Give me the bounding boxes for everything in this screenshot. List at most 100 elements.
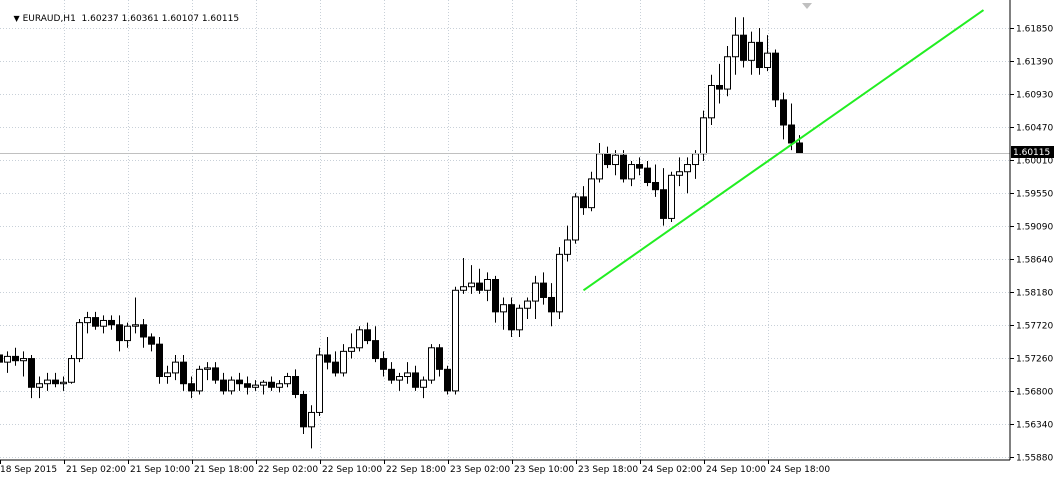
candle-body xyxy=(276,383,283,388)
candle xyxy=(628,160,635,187)
candle-body xyxy=(516,307,523,331)
candle-body xyxy=(412,372,419,388)
candle-body xyxy=(84,317,91,324)
x-tick-label: 23 Sep 10:00 xyxy=(514,465,574,475)
candle-body xyxy=(196,368,203,392)
candle xyxy=(348,333,355,359)
candle xyxy=(676,157,683,187)
candle xyxy=(580,186,587,215)
y-tick-label: 1.56800 xyxy=(1016,388,1053,398)
candle xyxy=(444,365,451,395)
candle xyxy=(12,347,19,366)
candle-body xyxy=(300,393,307,428)
candle xyxy=(108,315,115,330)
candle xyxy=(772,49,779,108)
candle-body xyxy=(148,336,155,345)
candle xyxy=(124,322,131,348)
candle-body xyxy=(700,117,707,155)
candle xyxy=(220,372,227,395)
candle xyxy=(532,275,539,320)
candle xyxy=(572,193,579,244)
candle xyxy=(44,372,51,391)
candle-body xyxy=(372,340,379,360)
candle-body xyxy=(364,329,371,342)
candle xyxy=(484,272,491,302)
candle-body xyxy=(508,304,515,331)
y-tick-label: 1.56340 xyxy=(1016,421,1053,431)
candle-body xyxy=(164,372,171,378)
candle-body xyxy=(36,383,43,388)
candle xyxy=(60,376,67,391)
y-tick-label: 1.61850 xyxy=(1016,25,1053,35)
candle-body xyxy=(172,361,179,374)
candle xyxy=(260,380,267,395)
candle-body xyxy=(468,282,475,288)
chart-header: ▼ EURAUD,H1 1.60237 1.60361 1.60107 1.601… xyxy=(2,4,239,34)
candle xyxy=(156,336,163,384)
candle xyxy=(52,372,59,388)
candle-body xyxy=(332,361,339,374)
candle xyxy=(356,326,363,352)
candle-body xyxy=(676,171,683,176)
candle xyxy=(404,362,411,384)
candle-body xyxy=(764,52,771,69)
candle-body xyxy=(180,361,187,385)
candle xyxy=(516,304,523,337)
candle xyxy=(756,28,763,75)
candle-body xyxy=(460,286,467,291)
candle xyxy=(276,380,283,393)
candle xyxy=(316,347,323,417)
candle xyxy=(116,315,123,352)
x-tick-label: 22 Sep 10:00 xyxy=(322,465,382,475)
candle-body xyxy=(660,189,667,219)
candle xyxy=(780,92,787,140)
candle-body xyxy=(452,289,459,392)
y-tick-label: 1.59090 xyxy=(1016,223,1053,233)
candle-body xyxy=(348,347,355,352)
candle-body xyxy=(188,383,195,392)
candle xyxy=(28,354,35,399)
scroll-marker-icon[interactable] xyxy=(802,3,812,9)
candle xyxy=(460,257,467,294)
candle xyxy=(764,35,771,72)
candle xyxy=(420,376,427,399)
candle xyxy=(556,247,563,320)
x-tick-label: 21 Sep 18:00 xyxy=(194,465,254,475)
candle-body xyxy=(236,379,243,385)
candle xyxy=(476,268,483,294)
close-value: 1.60115 xyxy=(201,14,240,24)
candle xyxy=(660,168,667,226)
y-tick-label: 1.57720 xyxy=(1016,322,1053,332)
candle xyxy=(372,326,379,363)
candle xyxy=(380,351,387,377)
candle xyxy=(324,336,331,370)
candle-body xyxy=(708,84,715,119)
candle-body xyxy=(324,354,331,363)
trendline[interactable] xyxy=(582,9,985,292)
candle xyxy=(68,354,75,384)
candle-body xyxy=(12,355,19,362)
candle xyxy=(212,362,219,384)
candle-body xyxy=(644,167,651,183)
candle-body xyxy=(292,376,299,395)
candle-body xyxy=(28,358,35,388)
candle xyxy=(180,354,187,391)
candle xyxy=(732,17,739,75)
low-value: 1.60107 xyxy=(161,14,199,24)
dropdown-triangle-icon[interactable]: ▼ xyxy=(13,14,20,23)
candle xyxy=(92,311,99,330)
y-tick-label: 1.61390 xyxy=(1016,58,1053,68)
candle-body xyxy=(740,34,747,61)
candle-body xyxy=(4,355,11,363)
candle xyxy=(548,283,555,327)
candle-body xyxy=(156,343,163,378)
x-tick-label: 21 Sep 10:00 xyxy=(130,465,190,475)
grid xyxy=(0,0,1010,460)
candle xyxy=(588,171,595,212)
candle-body xyxy=(212,367,219,381)
candle xyxy=(292,369,299,399)
candle xyxy=(500,297,507,330)
candle-body xyxy=(796,142,803,154)
candle-body xyxy=(612,154,619,166)
